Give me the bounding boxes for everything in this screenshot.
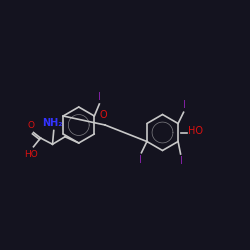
Text: HO: HO — [188, 126, 203, 136]
Text: HO: HO — [24, 150, 38, 159]
Text: I: I — [183, 100, 186, 110]
Text: I: I — [180, 156, 182, 166]
Text: O: O — [27, 121, 34, 130]
Text: I: I — [140, 155, 142, 165]
Text: O: O — [100, 110, 108, 120]
Text: NH₂: NH₂ — [42, 118, 62, 128]
Text: I: I — [98, 92, 101, 102]
